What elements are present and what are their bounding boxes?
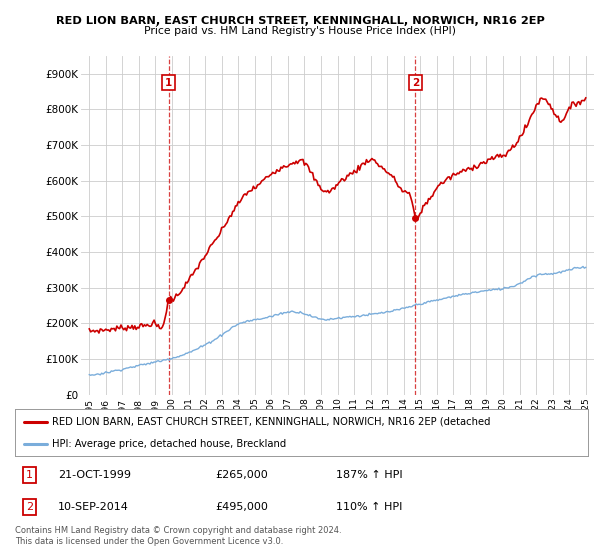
Text: 10-SEP-2014: 10-SEP-2014 — [58, 502, 129, 512]
Text: £495,000: £495,000 — [215, 502, 268, 512]
Text: 2: 2 — [412, 78, 419, 88]
Text: 1: 1 — [165, 78, 172, 88]
Text: 187% ↑ HPI: 187% ↑ HPI — [336, 470, 403, 480]
Text: RED LION BARN, EAST CHURCH STREET, KENNINGHALL, NORWICH, NR16 2EP: RED LION BARN, EAST CHURCH STREET, KENNI… — [56, 16, 544, 26]
Text: 1: 1 — [26, 470, 33, 480]
Text: 21-OCT-1999: 21-OCT-1999 — [58, 470, 131, 480]
Text: Contains HM Land Registry data © Crown copyright and database right 2024.
This d: Contains HM Land Registry data © Crown c… — [15, 526, 341, 546]
Text: RED LION BARN, EAST CHURCH STREET, KENNINGHALL, NORWICH, NR16 2EP (detached: RED LION BARN, EAST CHURCH STREET, KENNI… — [52, 417, 491, 427]
Text: HPI: Average price, detached house, Breckland: HPI: Average price, detached house, Brec… — [52, 438, 286, 449]
Text: Price paid vs. HM Land Registry's House Price Index (HPI): Price paid vs. HM Land Registry's House … — [144, 26, 456, 36]
Text: £265,000: £265,000 — [215, 470, 268, 480]
Text: 110% ↑ HPI: 110% ↑ HPI — [336, 502, 402, 512]
Text: 2: 2 — [26, 502, 33, 512]
